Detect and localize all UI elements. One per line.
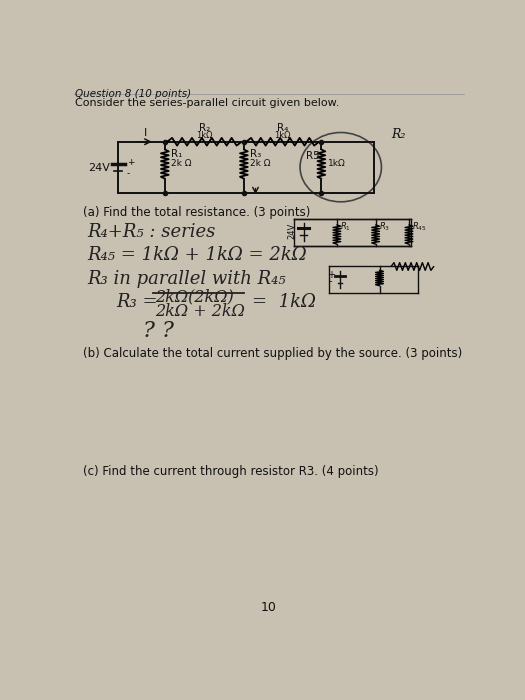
Text: R₁: R₁: [171, 149, 182, 159]
Text: Question 8 (10 points): Question 8 (10 points): [75, 90, 191, 99]
Text: (a) Find the total resistance. (3 points): (a) Find the total resistance. (3 points…: [82, 206, 310, 218]
Text: R₃: R₃: [250, 149, 261, 159]
Text: (c) Find the current through resistor R3. (4 points): (c) Find the current through resistor R3…: [82, 466, 379, 478]
Text: +: +: [127, 158, 134, 167]
Text: -: -: [127, 169, 130, 178]
Text: 10: 10: [261, 601, 277, 614]
Text: $R_{45}$: $R_{45}$: [412, 220, 427, 233]
Text: R₄: R₄: [277, 123, 288, 133]
Text: R₄₅ = 1kΩ + 1kΩ = 2kΩ: R₄₅ = 1kΩ + 1kΩ = 2kΩ: [87, 246, 307, 264]
Text: Consider the series-parallel circuit given below.: Consider the series-parallel circuit giv…: [75, 98, 339, 108]
Text: I: I: [143, 127, 146, 138]
Text: R₃ =: R₃ =: [116, 293, 163, 312]
Text: 2k Ω: 2k Ω: [171, 160, 192, 169]
Text: (b) Calculate the total current supplied by the source. (3 points): (b) Calculate the total current supplied…: [82, 347, 462, 360]
Text: ? ?: ? ?: [143, 321, 174, 342]
Text: +: +: [327, 270, 334, 280]
Text: R₄+R₅ : series: R₄+R₅ : series: [87, 223, 216, 241]
Text: $R_3$: $R_3$: [379, 220, 390, 233]
Text: 24V: 24V: [287, 223, 297, 239]
Text: =  1kΩ: = 1kΩ: [251, 293, 316, 312]
Text: $R_1$: $R_1$: [340, 220, 351, 233]
Text: 1kΩ: 1kΩ: [196, 131, 213, 140]
Text: 1kΩ: 1kΩ: [328, 160, 345, 169]
Text: 1kΩ: 1kΩ: [275, 131, 291, 140]
Text: 24V: 24V: [88, 162, 110, 172]
Text: 2kΩ(2kΩ): 2kΩ(2kΩ): [155, 288, 234, 305]
Text: -: -: [329, 276, 332, 286]
Text: R5: R5: [306, 150, 320, 161]
Text: 2kΩ + 2kΩ: 2kΩ + 2kΩ: [155, 304, 245, 321]
Text: 2k Ω: 2k Ω: [250, 160, 270, 169]
Text: R₂: R₂: [199, 123, 210, 133]
Text: R₂: R₂: [391, 128, 405, 141]
Text: R₃ in parallel with R₄₅: R₃ in parallel with R₄₅: [87, 270, 286, 288]
